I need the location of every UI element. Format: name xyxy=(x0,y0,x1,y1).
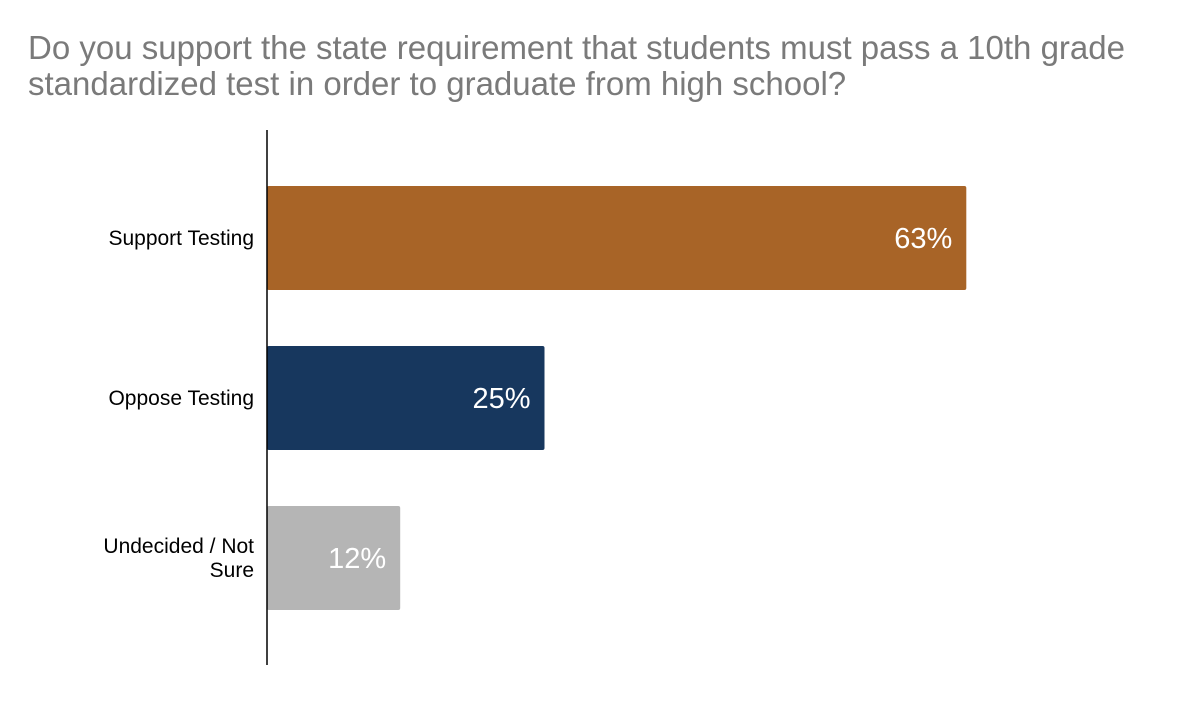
data-label-1: 25% xyxy=(472,383,530,415)
category-label-0: Support Testing xyxy=(108,227,254,250)
category-label-1: Oppose Testing xyxy=(108,387,254,410)
bar-2 xyxy=(267,506,401,610)
data-label-0: 63% xyxy=(894,223,952,255)
category-label-2: Undecided / Not Sure xyxy=(103,535,254,582)
data-label-2: 12% xyxy=(328,543,386,575)
chart-title: Do you support the state requirement tha… xyxy=(28,29,1125,102)
bar-0 xyxy=(267,186,967,290)
bar-1 xyxy=(267,346,545,450)
